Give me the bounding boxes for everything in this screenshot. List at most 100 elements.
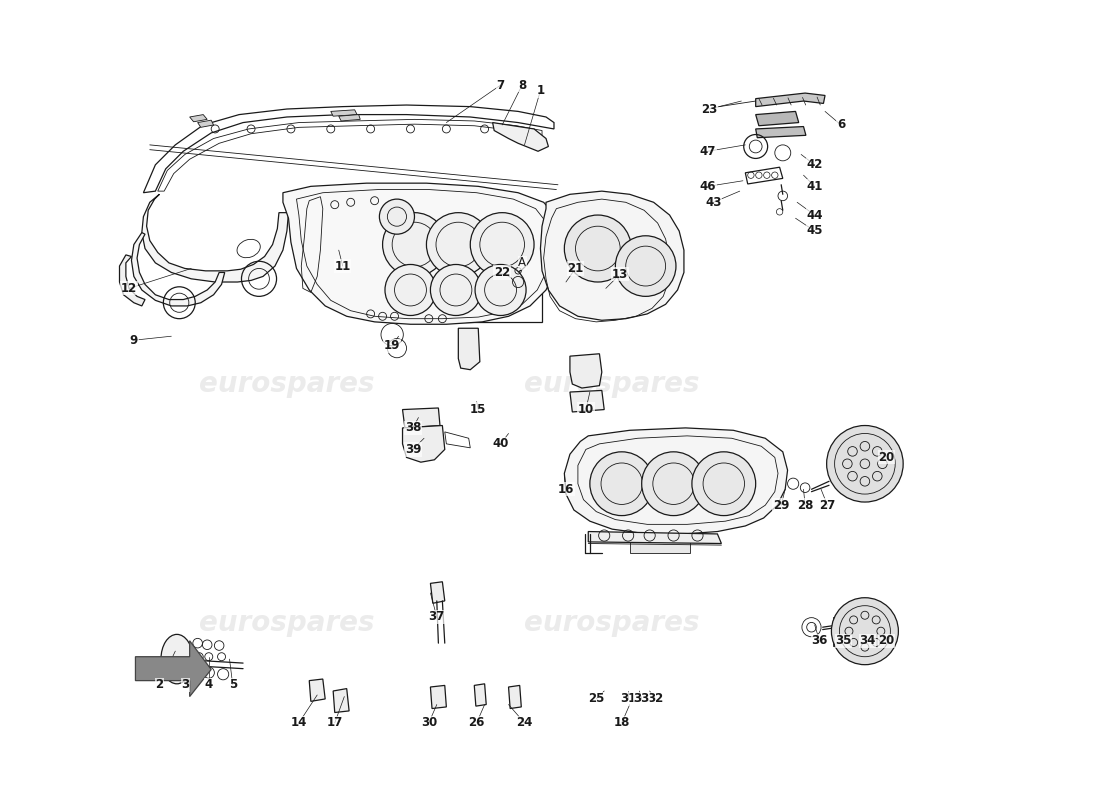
Text: 45: 45 bbox=[806, 225, 823, 238]
Text: 18: 18 bbox=[614, 716, 630, 730]
Text: 24: 24 bbox=[516, 716, 532, 730]
Text: 8: 8 bbox=[518, 78, 526, 91]
Ellipse shape bbox=[161, 634, 192, 684]
Text: 11: 11 bbox=[334, 259, 351, 273]
Text: 26: 26 bbox=[469, 716, 485, 730]
Text: 32: 32 bbox=[647, 693, 663, 706]
Text: 41: 41 bbox=[806, 180, 823, 193]
Polygon shape bbox=[430, 582, 444, 603]
Text: 23: 23 bbox=[702, 102, 717, 115]
Bar bbox=[833, 617, 858, 646]
Text: 27: 27 bbox=[820, 498, 836, 512]
Text: 3: 3 bbox=[182, 678, 189, 691]
Text: 46: 46 bbox=[700, 180, 716, 193]
Text: 10: 10 bbox=[578, 403, 594, 416]
Polygon shape bbox=[198, 120, 213, 127]
Polygon shape bbox=[570, 390, 604, 412]
Text: 14: 14 bbox=[290, 716, 307, 730]
Polygon shape bbox=[756, 126, 806, 138]
Polygon shape bbox=[564, 428, 788, 534]
Text: 38: 38 bbox=[405, 422, 421, 434]
Text: eurospares: eurospares bbox=[524, 610, 700, 638]
Text: 21: 21 bbox=[568, 262, 584, 275]
Circle shape bbox=[383, 213, 447, 277]
Text: 6: 6 bbox=[837, 118, 845, 131]
Circle shape bbox=[832, 598, 899, 665]
Text: 15: 15 bbox=[470, 403, 486, 416]
Text: 33: 33 bbox=[634, 693, 650, 706]
Text: 2: 2 bbox=[155, 678, 164, 691]
Text: 12: 12 bbox=[121, 282, 138, 295]
Polygon shape bbox=[756, 93, 825, 106]
Text: 42: 42 bbox=[806, 158, 823, 171]
Circle shape bbox=[564, 215, 631, 282]
Text: 40: 40 bbox=[493, 438, 509, 450]
Text: 22: 22 bbox=[494, 266, 510, 279]
Polygon shape bbox=[132, 233, 224, 306]
Text: 39: 39 bbox=[405, 443, 421, 456]
Polygon shape bbox=[474, 684, 486, 706]
Polygon shape bbox=[283, 183, 560, 324]
Bar bbox=[317, 270, 340, 298]
Text: 5: 5 bbox=[229, 678, 236, 691]
Circle shape bbox=[826, 426, 903, 502]
Text: 44: 44 bbox=[806, 209, 823, 222]
Text: 43: 43 bbox=[705, 196, 722, 209]
Text: eurospares: eurospares bbox=[199, 370, 375, 398]
Text: 19: 19 bbox=[384, 339, 400, 352]
Circle shape bbox=[590, 452, 653, 515]
Text: A: A bbox=[518, 256, 526, 270]
Text: 20: 20 bbox=[878, 634, 894, 647]
Polygon shape bbox=[120, 255, 145, 306]
Circle shape bbox=[427, 213, 491, 277]
Text: eurospares: eurospares bbox=[199, 610, 375, 638]
Polygon shape bbox=[333, 689, 349, 713]
Text: 13: 13 bbox=[612, 267, 628, 281]
Polygon shape bbox=[756, 111, 799, 126]
Polygon shape bbox=[430, 686, 447, 709]
Text: 37: 37 bbox=[429, 610, 444, 623]
Circle shape bbox=[641, 452, 705, 515]
Text: 4: 4 bbox=[205, 678, 213, 691]
Polygon shape bbox=[339, 114, 361, 121]
Text: 31: 31 bbox=[620, 693, 636, 706]
Circle shape bbox=[475, 265, 526, 315]
Polygon shape bbox=[540, 191, 684, 320]
Circle shape bbox=[471, 213, 535, 277]
Text: 20: 20 bbox=[878, 451, 894, 464]
Polygon shape bbox=[459, 328, 480, 370]
Text: 1: 1 bbox=[537, 84, 544, 97]
Text: 47: 47 bbox=[700, 145, 716, 158]
Text: 30: 30 bbox=[420, 716, 437, 730]
Text: 28: 28 bbox=[796, 498, 813, 512]
Polygon shape bbox=[403, 426, 444, 462]
Polygon shape bbox=[142, 194, 288, 282]
Polygon shape bbox=[403, 408, 440, 428]
Text: eurospares: eurospares bbox=[524, 370, 700, 398]
Circle shape bbox=[379, 199, 415, 234]
Text: 25: 25 bbox=[588, 693, 604, 706]
Circle shape bbox=[430, 265, 482, 315]
Text: 29: 29 bbox=[773, 498, 790, 512]
Polygon shape bbox=[570, 354, 602, 388]
Bar bbox=[629, 533, 690, 553]
Polygon shape bbox=[588, 531, 722, 543]
Text: 34: 34 bbox=[859, 634, 876, 647]
Circle shape bbox=[692, 452, 756, 515]
Polygon shape bbox=[309, 679, 326, 702]
Text: 35: 35 bbox=[835, 634, 851, 647]
Text: 36: 36 bbox=[812, 634, 827, 647]
Polygon shape bbox=[331, 110, 358, 116]
Bar bbox=[315, 230, 339, 263]
Text: 16: 16 bbox=[558, 482, 574, 496]
Polygon shape bbox=[508, 686, 521, 709]
Bar bbox=[448, 262, 542, 322]
Bar bbox=[833, 448, 861, 480]
Text: 7: 7 bbox=[496, 78, 505, 91]
Polygon shape bbox=[189, 114, 207, 122]
Polygon shape bbox=[135, 641, 211, 697]
Text: 9: 9 bbox=[130, 334, 138, 346]
Polygon shape bbox=[493, 122, 549, 151]
Circle shape bbox=[615, 236, 676, 296]
Text: 17: 17 bbox=[327, 716, 343, 730]
